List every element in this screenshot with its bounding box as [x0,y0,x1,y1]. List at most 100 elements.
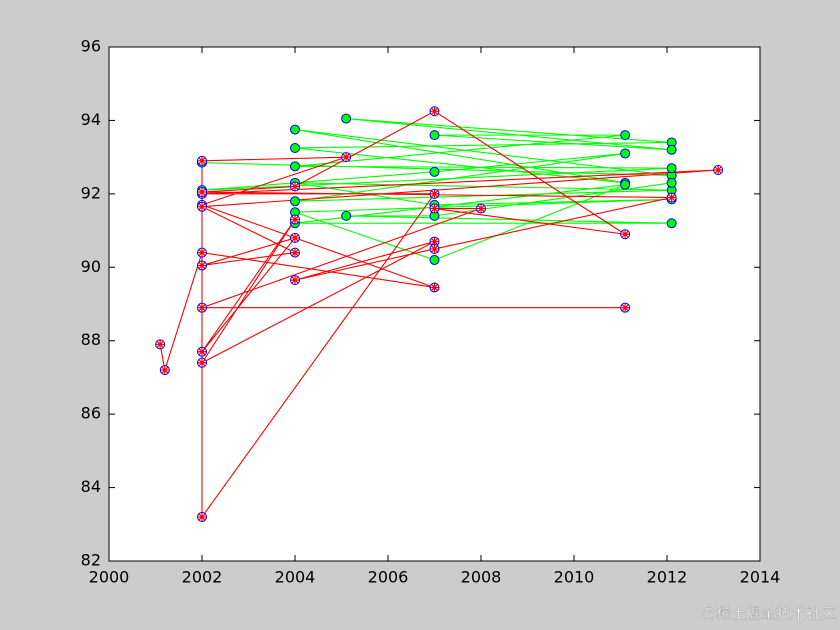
marker [429,203,440,214]
marker [429,166,440,177]
marker [429,243,440,254]
marker-star [291,233,299,242]
marker-star [198,156,206,165]
marker [290,275,300,286]
marker-circle [620,179,631,190]
x-tick-label: 2008 [461,568,502,587]
marker [290,142,300,153]
marker-circle [620,130,631,141]
x-tick-label: 2010 [554,568,595,587]
marker [620,229,631,240]
marker [155,339,166,350]
plot [155,106,724,522]
y-tick-label: 88 [81,330,101,349]
marker [197,346,207,357]
marker [197,247,207,258]
marker-star [342,153,351,162]
marker-star [198,188,206,197]
x-tick-label: 2004 [275,568,316,587]
x-tick-label: 2014 [740,568,781,587]
marker-circle [341,113,352,124]
y-tick-label: 96 [81,37,101,56]
series-line [159,110,719,519]
marker-circle [666,144,677,155]
marker [620,179,631,190]
marker [713,164,724,175]
marker-circle [620,148,631,159]
marker-circle [429,130,440,141]
marker-circle [666,163,677,174]
marker-star [714,165,723,174]
marker [197,302,207,313]
x-tick-label: 2006 [368,568,409,587]
marker-star [291,215,299,224]
marker [290,181,300,192]
marker [620,130,631,141]
marker-star [430,244,439,253]
marker [341,152,352,163]
marker-star [430,283,439,292]
marker [620,302,631,313]
marker [620,148,631,159]
marker [197,187,207,198]
marker [429,130,440,141]
marker [666,218,677,229]
marker-star [430,204,439,213]
marker-star [621,303,630,312]
marker-circle [666,218,677,229]
y-tick-label: 86 [81,404,101,423]
marker-star [430,189,439,198]
marker [290,214,300,225]
marker [197,201,207,212]
marker-star [477,204,485,213]
marker [666,177,677,188]
plot-area [108,46,761,562]
marker-star [198,347,206,356]
marker-circle [290,142,300,153]
marker-star [291,276,299,285]
marker-star [160,366,169,375]
marker [429,106,440,117]
marker [666,144,677,155]
y-tick-label: 94 [81,110,101,129]
marker-star [198,248,206,257]
watermark: @稀土掘金技术社区 [701,605,836,623]
marker [197,511,207,522]
y-tick-label: 84 [81,477,101,496]
marker-star [198,512,206,521]
marker-star [198,202,206,211]
marker [429,282,440,293]
marker-star [198,358,206,367]
marker-circle [341,210,352,221]
marker [197,260,207,271]
marker-star [291,248,299,257]
marker [159,365,170,376]
marker-circle [290,124,300,135]
marker [290,232,300,243]
marker [290,247,300,258]
x-tick-label: 2002 [182,568,223,587]
marker [197,357,207,368]
y-tick-label: 92 [81,183,101,202]
marker [290,124,300,135]
marker-circle [429,254,440,265]
y-tick-label: 82 [81,551,101,570]
marker [341,210,352,221]
marker [666,192,677,203]
marker [476,203,486,214]
series-line [201,118,672,261]
marker [429,188,440,199]
marker-star [667,193,676,202]
marker-star [291,182,299,191]
marker-circle [290,196,300,207]
y-tick-label: 90 [81,257,101,276]
marker-star [430,237,439,246]
marker [290,196,300,207]
marker [429,254,440,265]
marker-circle [666,177,677,188]
marker-circle [290,161,300,172]
marker-star [621,230,630,239]
marker [341,113,352,124]
x-tick-label: 2000 [89,568,130,587]
